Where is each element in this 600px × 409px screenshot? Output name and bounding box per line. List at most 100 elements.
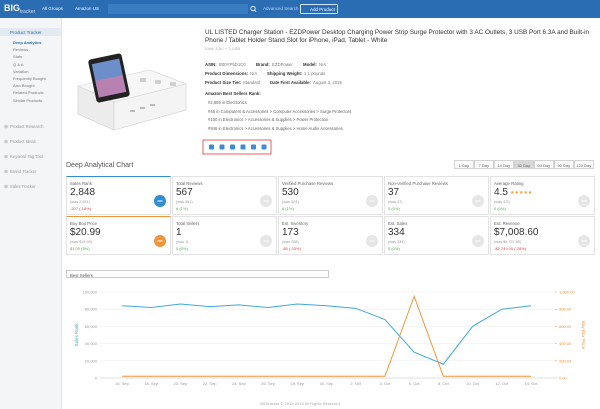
sidebar-main[interactable]: Product Tracker <box>0 28 62 36</box>
metric-was: (was 258) <box>282 240 299 244</box>
x-tick-label: 4. Oct <box>380 381 392 386</box>
meta-label: Product Dimensions: <box>205 71 249 76</box>
x-tick-label: 8. Oct <box>438 381 450 386</box>
metric-was: (was $9,757.60) <box>494 240 522 244</box>
chart-dropdown[interactable]: Best Sellers <box>66 270 329 278</box>
x-tick-label: 14. Oct <box>525 381 539 386</box>
product-title: UL LISTED Charger Station - EZDPower Des… <box>205 29 590 44</box>
x-tick-label: 24. Sep <box>232 381 247 386</box>
metric-label: Buy Box Price <box>70 221 97 226</box>
y2-tick-label: 400.00 <box>559 341 572 346</box>
meta-value: 1.1 pounds <box>304 71 326 76</box>
sidebar-item[interactable]: Reviews <box>13 47 29 53</box>
metric-label: Est. Sales <box>388 221 408 226</box>
sidebar-section[interactable]: Product Research <box>10 124 44 129</box>
metric-was: (was $19.99) <box>70 240 92 244</box>
sidebar-section[interactable]: Sales Tracker <box>10 184 36 189</box>
logo-tracker: tracker <box>20 9 36 15</box>
footer: BIGtracker © 2013-2015 All Rights Reserv… <box>260 401 340 406</box>
sidebar-item[interactable]: Q & A <box>13 61 24 67</box>
search-icon <box>250 5 256 12</box>
range-button[interactable]: 30 Day <box>514 160 534 169</box>
range-button[interactable]: 120 Day <box>574 160 594 169</box>
usb-port <box>130 110 135 112</box>
sidebar-item[interactable]: Stats <box>13 54 23 60</box>
range-button[interactable]: 14 Day <box>494 160 514 169</box>
y2-tick-label: 0.00 <box>559 376 568 381</box>
y-tick-label: 40,000 <box>85 341 98 346</box>
meta-value: B00YP5D1C0 <box>219 62 246 67</box>
market-dropdown[interactable]: Amazon US <box>75 6 100 11</box>
metric-was: (was 524) <box>282 200 299 204</box>
metric-value: 37 <box>388 187 400 198</box>
search-icon-handle <box>254 9 257 12</box>
meta-label: Product Size Tier: <box>205 80 242 85</box>
usb-port <box>150 104 155 106</box>
y2-tick-label: 1,000.00 <box>559 290 575 295</box>
advanced-search[interactable]: Advanced Search <box>263 6 299 11</box>
y2-tick-label: 600.00 <box>559 324 572 329</box>
outlet <box>155 80 161 84</box>
logo-big: BIG <box>4 3 21 13</box>
section-icon <box>4 184 8 189</box>
strip-side <box>113 83 187 131</box>
series-line <box>122 294 531 377</box>
phone-screen-accent <box>95 75 127 98</box>
metric-label: Non-verified Purchase Reviews <box>388 181 448 186</box>
sidebar <box>0 18 62 409</box>
metric-card <box>490 176 595 215</box>
sidebar-item[interactable]: Similar Products <box>13 97 43 103</box>
search-input[interactable] <box>108 4 248 14</box>
rank-heading: Amazon Best Sellers Rank: <box>205 91 261 96</box>
metric-value: 173 <box>282 227 299 238</box>
x-tick-label: 12. Oct <box>495 381 509 386</box>
sidebar-item[interactable]: Also Bought <box>13 83 35 89</box>
range-button[interactable]: 1 Day <box>454 160 474 169</box>
metric-stars: ★★★★★ <box>510 190 533 196</box>
meta-label: Shipping Weight: <box>267 71 303 76</box>
group-dropdown[interactable]: All Groups <box>42 6 64 11</box>
y-tick-label: 20,000 <box>85 358 98 363</box>
sidebar-section[interactable]: Product Ideas <box>10 139 36 144</box>
y2-axis-title: Buy Box Price <box>581 321 586 350</box>
metric-card <box>278 216 383 255</box>
metric-card <box>384 216 489 255</box>
sidebar-item[interactable]: Deep Analytics <box>13 40 42 45</box>
section-icon <box>4 124 8 129</box>
usb-port <box>140 107 145 109</box>
action-icon <box>261 144 267 150</box>
x-tick-label: 22. Sep <box>203 381 218 386</box>
sidebar-section[interactable]: Keyword Tag Tool <box>10 154 43 159</box>
metric-card <box>66 216 171 255</box>
sidebar-item[interactable]: Variation <box>13 68 29 74</box>
sidebar-item[interactable]: Related Products <box>13 90 44 96</box>
product-subtitle: Sold: 3 AC + 3 USB <box>205 46 241 51</box>
metric-card <box>172 216 277 255</box>
range-button[interactable]: 90 Day <box>554 160 574 169</box>
range-button[interactable]: 60 Day <box>534 160 554 169</box>
sidebar-item[interactable]: Frequently Bought <box>13 76 46 81</box>
metric-was: (was 2,951) <box>70 200 90 204</box>
sidebar-section[interactable]: Brand Tracker <box>10 169 37 174</box>
action-icon <box>209 144 214 150</box>
action-icon <box>251 144 256 150</box>
metric-value: $7,008.60 <box>494 227 539 238</box>
metric-change: -$2,749.00 (-28%) <box>494 246 527 251</box>
y-tick-label: 100,000 <box>83 290 98 295</box>
range-button[interactable]: 7 Day <box>474 160 494 169</box>
meta-value: August 3, 2015 <box>313 80 342 85</box>
metric-value: 1 <box>176 227 182 238</box>
rank-item: #150 in Electronics > Accessories & Supp… <box>208 117 329 122</box>
section-icon <box>4 169 8 174</box>
metric-label: Verified Purchase Reviews <box>282 181 334 186</box>
y2-tick-label: 800.00 <box>559 307 572 312</box>
outlet <box>140 78 146 82</box>
metric-was: (was 334) <box>388 240 405 244</box>
x-tick-label: 6. Oct <box>409 381 421 386</box>
add-product[interactable]: Add Product <box>300 4 338 14</box>
x-tick-label: 20. Sep <box>174 381 189 386</box>
metric-was: (was 4.5) <box>494 200 510 204</box>
metric-change: -207 (-18%) <box>70 206 92 211</box>
